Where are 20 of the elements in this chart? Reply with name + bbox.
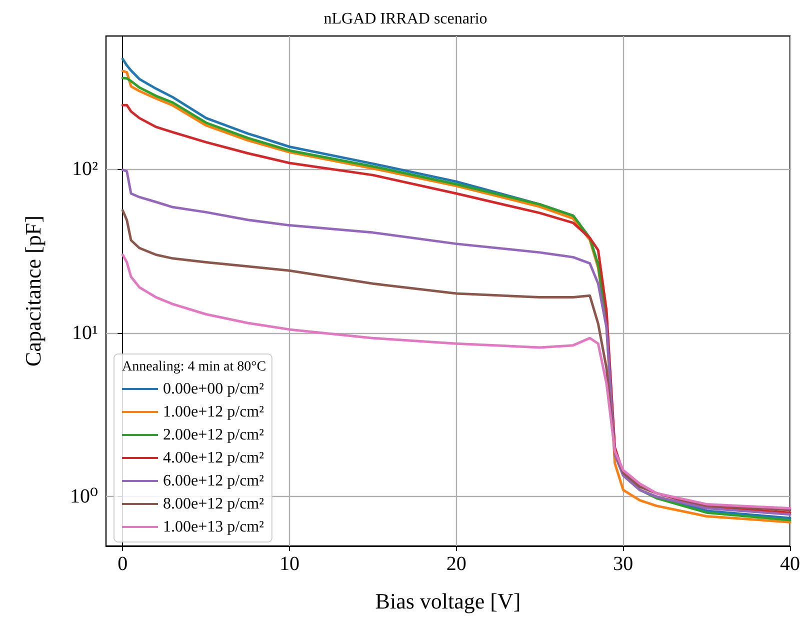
x-axis-title: Bias voltage [V] xyxy=(375,588,521,614)
y-axis-title: Capacitance [pF] xyxy=(20,216,46,366)
y-tick-label: 10² xyxy=(72,158,98,180)
legend-label: 6.00e+12 p/cm² xyxy=(163,472,264,490)
legend-label: 1.00e+13 p/cm² xyxy=(163,518,264,536)
legend-title: Annealing: 4 min at 80°C xyxy=(122,360,266,374)
x-tick-label: 20 xyxy=(446,553,466,575)
x-tick-label: 40 xyxy=(780,553,800,575)
x-tick-label: 10 xyxy=(280,553,300,575)
x-tick-label: 30 xyxy=(613,553,634,575)
chart-title: nLGAD IRRAD scenario xyxy=(324,10,488,28)
legend-label: 4.00e+12 p/cm² xyxy=(163,450,264,466)
y-tick-label: 10¹ xyxy=(72,322,98,344)
line-series xyxy=(121,254,792,510)
y-tick-label: 10⁰ xyxy=(70,486,98,508)
legend-label: 2.00e+12 p/cm² xyxy=(163,426,264,444)
x-tick-label: 0 xyxy=(118,553,128,575)
legend-label: 8.00e+12 p/cm² xyxy=(163,496,264,512)
legend-label: 1.00e+12 p/cm² xyxy=(163,404,264,420)
legend-label: 0.00e+00 p/cm² xyxy=(163,380,264,398)
